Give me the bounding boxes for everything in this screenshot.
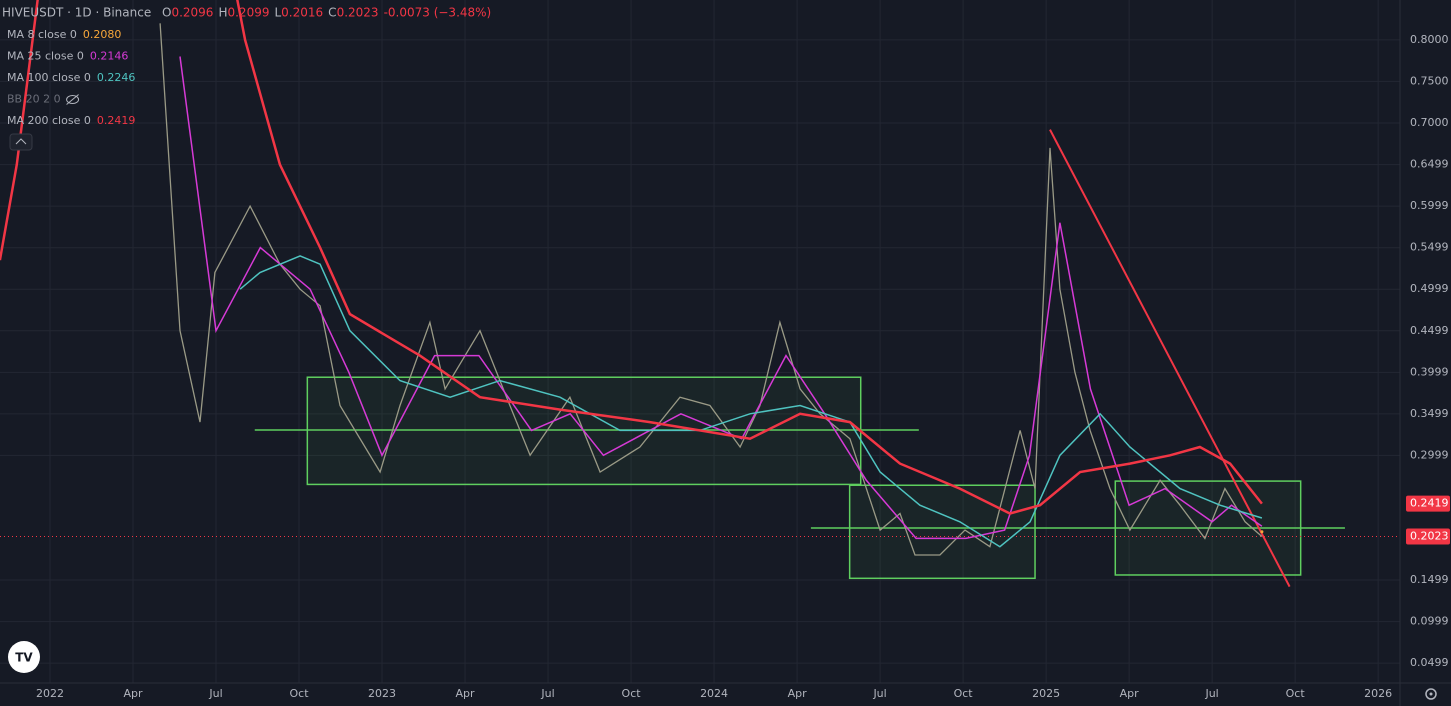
ohlc-key: L — [274, 6, 281, 20]
change: -0.0073 (−3.48%) — [384, 6, 492, 20]
grid — [0, 0, 1400, 683]
y-tick-label: 0.4499 — [1410, 324, 1449, 337]
y-tick-label: 0.4999 — [1410, 282, 1449, 295]
ohlc-value: 0.2023 — [337, 6, 379, 20]
ma-price-tag: 0.2419 — [1410, 497, 1449, 510]
x-tick-label: Jul — [872, 687, 886, 700]
ma-price-tag-bg — [1406, 495, 1450, 512]
y-tick-label: 0.5999 — [1410, 199, 1449, 212]
legend-value: 0.2080 — [83, 28, 122, 41]
tv-logo[interactable]: TV — [8, 641, 40, 673]
legend-value: 0.2419 — [97, 114, 136, 127]
y-tick-label: 0.2999 — [1410, 448, 1449, 461]
collapse-button[interactable] — [9, 133, 33, 151]
ohlc-key: O — [162, 6, 171, 20]
legend-name: MA 200 close 0 — [7, 114, 91, 127]
ma-line — [0, 0, 1263, 515]
ma-line — [239, 255, 1263, 548]
legend-name: MA 100 close 0 — [7, 71, 91, 84]
trend-line — [1049, 129, 1291, 588]
y-tick-label: 0.7500 — [1410, 74, 1449, 87]
x-tick-label: 2024 — [700, 687, 728, 700]
legend-name: MA 8 close 0 — [7, 28, 77, 41]
x-tick-label: 2022 — [36, 687, 64, 700]
price-line — [159, 23, 1263, 556]
indicator-name: BB 20 2 0 — [7, 93, 61, 106]
legend: HIVEUSDT · 1D · Binance O 0.2096 H 0.2099 L 0… — [2, 6, 491, 128]
ohlc-value: 0.2096 — [171, 6, 213, 20]
x-tick-label: Jul — [208, 687, 222, 700]
x-tick-label: Oct — [1286, 687, 1306, 700]
legend-value: 0.2246 — [97, 71, 136, 84]
x-tick-label: Oct — [954, 687, 974, 700]
y-tick-label: 0.7000 — [1410, 116, 1449, 129]
x-tick-label: Apr — [788, 687, 808, 700]
x-tick-label: Oct — [290, 687, 310, 700]
x-tick-label: Jul — [1204, 687, 1218, 700]
x-tick-label: Apr — [456, 687, 476, 700]
x-tick-label: Jul — [540, 687, 554, 700]
close-price-tag-bg — [1406, 528, 1450, 545]
close-price-tag: 0.2023 — [1410, 530, 1449, 543]
y-tick-label: 0.3999 — [1410, 365, 1449, 378]
plot-area — [0, 0, 1400, 588]
collapse-icon — [15, 138, 27, 145]
ma-point — [1260, 530, 1264, 534]
x-tick-label: 2026 — [1364, 687, 1392, 700]
axes: 0.8000 0.7500 0.7000 0.6499 0.5999 0.5499 0.49… — [36, 33, 1450, 700]
ohlc-value: 0.2016 — [281, 6, 323, 20]
svg-text:TV: TV — [15, 651, 33, 665]
legend-name: MA 25 close 0 — [7, 50, 84, 63]
x-tick-label: 2025 — [1032, 687, 1060, 700]
hidden-icon — [66, 94, 79, 105]
y-tick-label: 0.6499 — [1410, 158, 1449, 171]
y-tick-label: 0.8000 — [1410, 33, 1449, 46]
settings-icon[interactable] — [1425, 688, 1437, 700]
y-tick-label: 0.0499 — [1410, 656, 1449, 669]
x-tick-label: Apr — [1120, 687, 1140, 700]
y-tick-label: 0.0999 — [1410, 615, 1449, 628]
x-tick-label: Oct — [622, 687, 642, 700]
y-tick-label: 0.1499 — [1410, 573, 1449, 586]
symbol[interactable]: HIVEUSDT · 1D · Binance — [2, 6, 151, 20]
ohlc-value: 0.2099 — [227, 6, 269, 20]
x-tick-label: 2023 — [368, 687, 396, 700]
x-tick-label: Apr — [123, 687, 143, 700]
ohlc-key: C — [328, 6, 336, 20]
legend-value: 0.2146 — [90, 50, 129, 63]
ohlc-key: H — [218, 6, 227, 20]
y-tick-label: 0.5499 — [1410, 241, 1449, 254]
hidden-icon — [66, 95, 80, 104]
y-tick-label: 0.3499 — [1410, 407, 1449, 420]
range-box — [848, 484, 1036, 580]
